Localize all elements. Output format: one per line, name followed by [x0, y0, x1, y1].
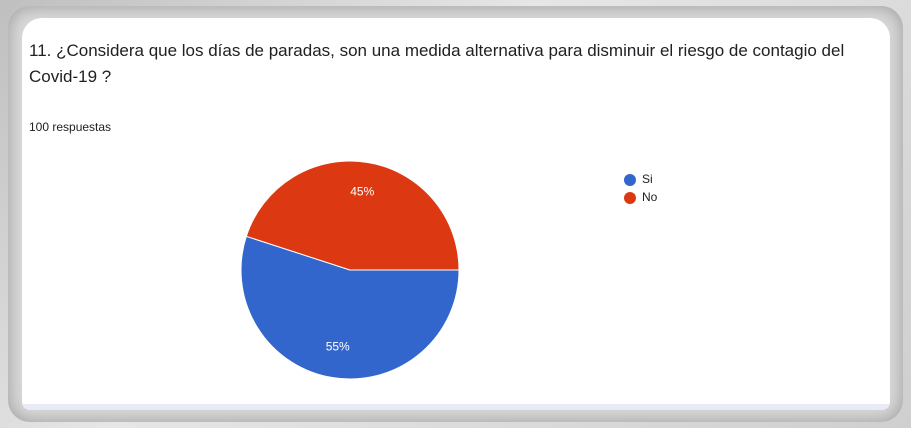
question-title: 11. ¿Considera que los días de paradas, … — [29, 41, 845, 86]
legend-swatch — [624, 192, 636, 204]
pie-slice — [245, 160, 460, 271]
pie-slice — [240, 235, 460, 380]
card — [22, 18, 890, 410]
response-count: 100 respuestas — [29, 120, 112, 134]
legend-label: No — [642, 190, 658, 204]
card-footer — [22, 404, 890, 410]
legend-swatch — [624, 174, 636, 186]
legend-label: Si — [642, 172, 653, 186]
slice-label: 55% — [326, 340, 350, 354]
slice-label: 45% — [350, 185, 374, 199]
